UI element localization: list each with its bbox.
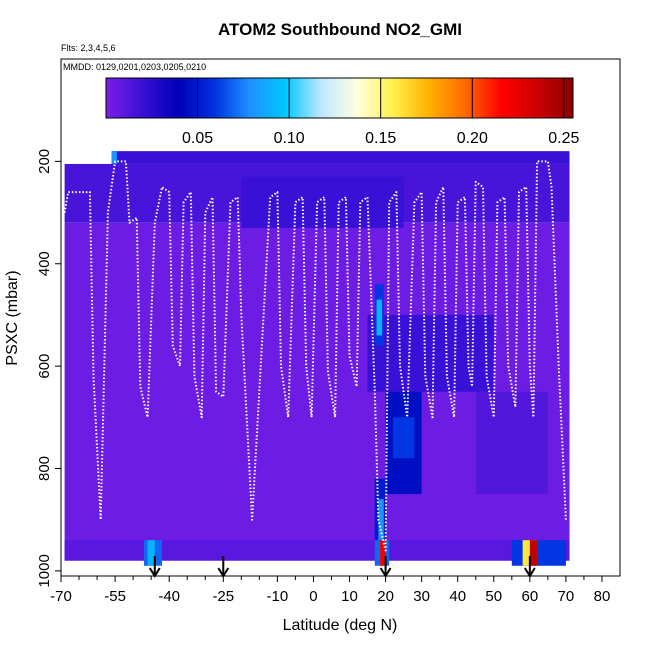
x-tick-label: 60 xyxy=(521,588,538,605)
colorbar-tick-label: 0.15 xyxy=(365,130,396,147)
heatmap-cell xyxy=(380,540,386,566)
heatmap-cell xyxy=(241,176,404,228)
heatmap-cells xyxy=(64,151,570,566)
heatmap-cell xyxy=(378,499,384,546)
dates-label: MMDD: 0129,0201,0203,0205,0210 xyxy=(63,62,206,72)
colorbar-ticks: 0.05 0.10 0.15 0.20 0.25 xyxy=(182,78,580,147)
y-tick-label: 1000 xyxy=(36,554,53,587)
x-tick-label: -10 xyxy=(267,588,289,605)
x-tick-label: 70 xyxy=(558,588,575,605)
heatmap-cell xyxy=(147,540,155,566)
x-tick-label: 0 xyxy=(309,588,317,605)
y-axis: 200 400 600 800 1000 xyxy=(36,149,61,588)
x-tick-label: -25 xyxy=(212,588,234,605)
x-tick-label: 80 xyxy=(594,588,611,605)
x-tick-label: 10 xyxy=(341,588,358,605)
y-tick-label: 400 xyxy=(36,251,53,276)
x-tick-label: 30 xyxy=(413,588,430,605)
heatmap-cell xyxy=(111,151,570,164)
y-axis-label: PSXC (mbar) xyxy=(4,270,21,365)
flights-label: Flts: 2,3,4,5,6 xyxy=(61,43,116,53)
x-tick-label: -40 xyxy=(158,588,180,605)
colorbar-tick-label: 0.10 xyxy=(274,130,305,147)
heatmap-cell xyxy=(392,417,415,459)
colorbar-tick-label: 0.20 xyxy=(457,130,488,147)
y-tick-label: 600 xyxy=(36,354,53,379)
x-tick-label: -70 xyxy=(50,588,72,605)
colorbar-tick-label: 0.25 xyxy=(548,130,579,147)
x-axis: -70 -55 -40 -25 -10 0 10 20 30 40 50 60 70 80 xyxy=(50,576,610,605)
heatmap-cell xyxy=(529,540,538,566)
plot-frame xyxy=(60,58,621,577)
heatmap-cell xyxy=(475,391,548,495)
x-tick-label: 20 xyxy=(377,588,394,605)
x-axis-label: Latitude (deg N) xyxy=(283,617,398,634)
colorbar-tick-label: 0.05 xyxy=(182,130,213,147)
x-tick-label: -55 xyxy=(104,588,126,605)
chart-title: ATOM2 Southbound NO2_GMI xyxy=(218,20,462,39)
x-tick-label: 50 xyxy=(485,588,502,605)
heatmap-cell xyxy=(111,151,117,164)
x-tick-label: 40 xyxy=(449,588,466,605)
colorbar xyxy=(105,77,574,119)
y-tick-label: 800 xyxy=(36,456,53,481)
heatmap-cell xyxy=(511,540,566,566)
y-tick-label: 200 xyxy=(36,149,53,174)
heatmap-cell xyxy=(367,314,494,392)
heatmap-cell xyxy=(376,299,382,336)
heatmap-cell xyxy=(64,540,570,561)
